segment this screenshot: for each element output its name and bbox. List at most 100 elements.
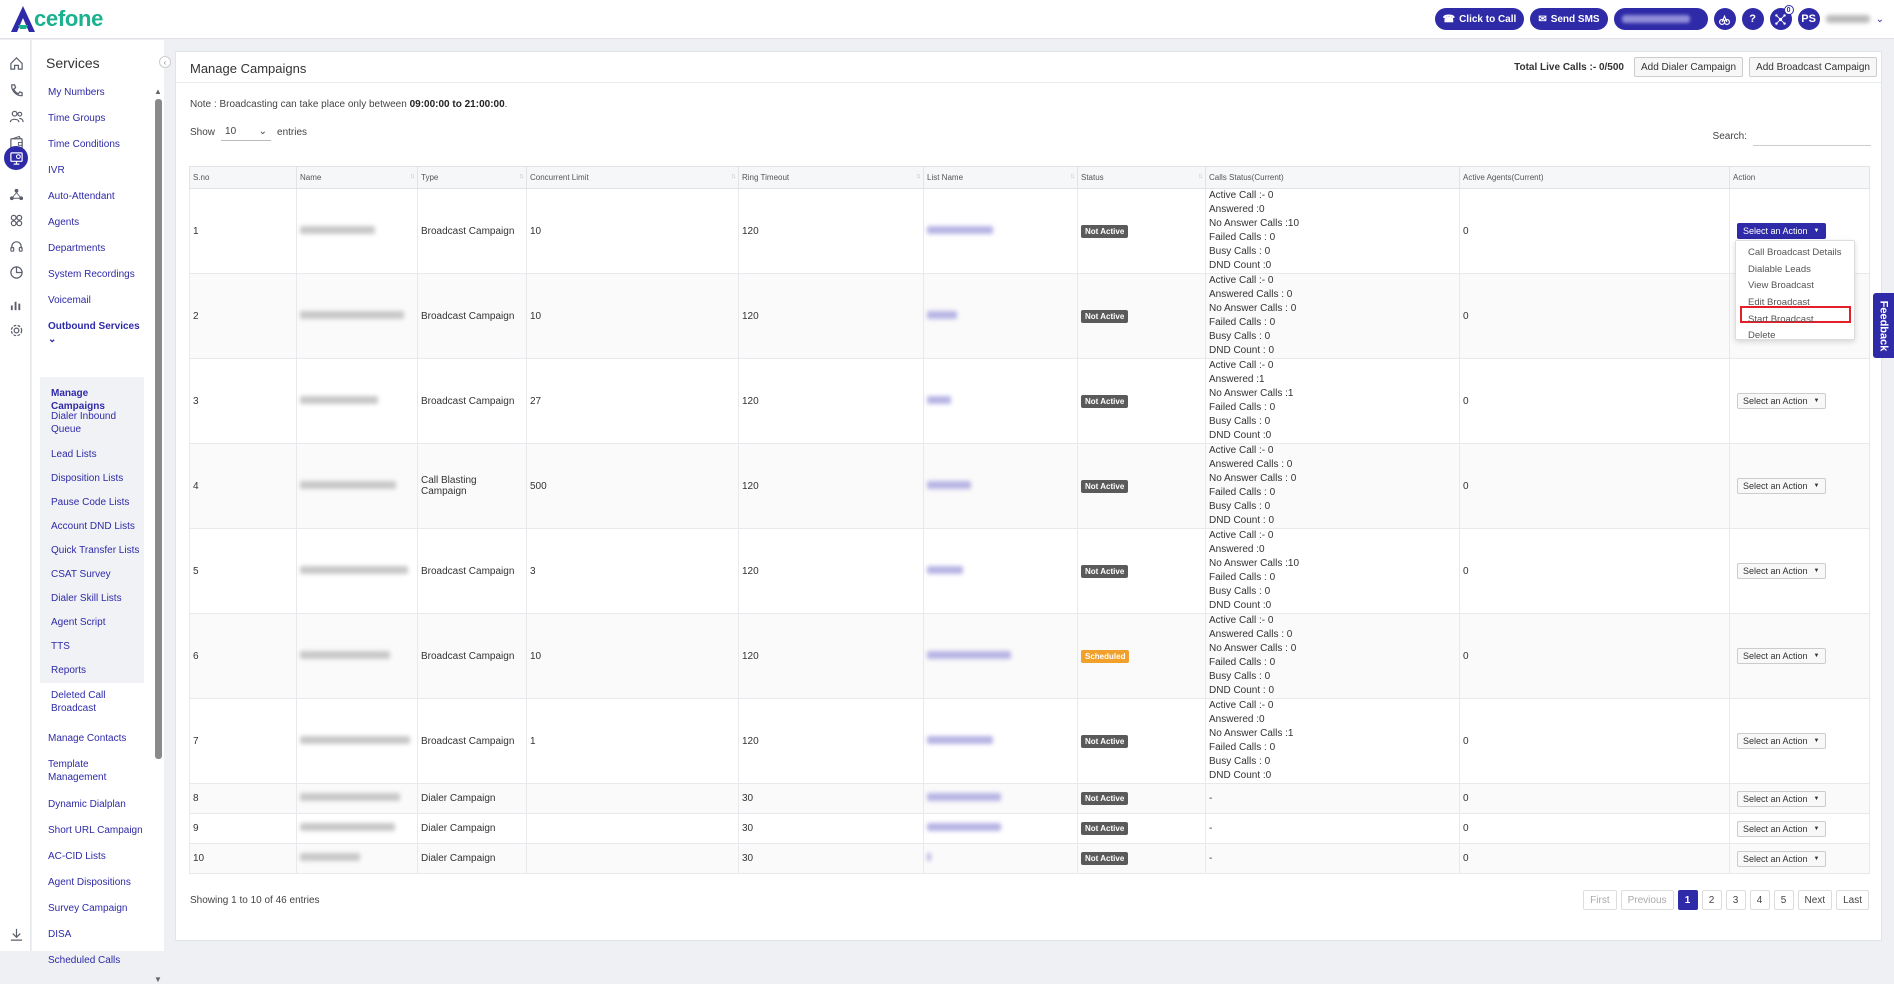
sidebar-item-quick-transfer-lists[interactable]: Quick Transfer Lists: [51, 545, 140, 556]
menu-item-call-broadcast-details[interactable]: Call Broadcast Details: [1748, 247, 1842, 258]
select-action-button[interactable]: Select an Action ▼: [1737, 478, 1826, 494]
cell-list-name[interactable]: [923, 188, 1078, 274]
col-type[interactable]: Type ↑↓: [417, 166, 527, 189]
cell-list-name[interactable]: [923, 613, 1078, 699]
integrations-icon[interactable]: [6, 210, 26, 230]
sidebar-item-my-numbers[interactable]: My Numbers: [48, 87, 105, 98]
sidebar-item-dialer-inbound-queue[interactable]: Dialer Inbound Queue: [51, 411, 117, 435]
sidebar-item-disa[interactable]: DISA: [48, 929, 72, 940]
cell-list-name[interactable]: [923, 273, 1078, 359]
page-4[interactable]: 4: [1749, 890, 1770, 910]
page-2[interactable]: 2: [1701, 890, 1722, 910]
cell-list-name[interactable]: [923, 443, 1078, 529]
entries-select[interactable]: 10 ⌄: [221, 123, 272, 141]
page-next[interactable]: Next: [1797, 890, 1833, 910]
send-sms-button[interactable]: ✉ Send SMS: [1530, 8, 1608, 30]
menu-item-start-broadcast[interactable]: Start Broadcast: [1748, 314, 1814, 325]
col-status[interactable]: Status ↑↓: [1077, 166, 1206, 189]
feedback-tab[interactable]: Feedback: [1873, 293, 1894, 358]
sidebar-item-auto-attendant[interactable]: Auto-Attendant: [48, 191, 115, 202]
col-sno[interactable]: S.no: [189, 166, 297, 189]
sidebar-item-time-groups[interactable]: Time Groups: [48, 113, 106, 124]
cell-list-name[interactable]: [923, 358, 1078, 444]
menu-item-view-broadcast[interactable]: View Broadcast: [1748, 280, 1814, 291]
help-icon[interactable]: ?: [1741, 8, 1764, 30]
sidebar-item-departments[interactable]: Departments: [48, 243, 106, 254]
sidebar-item-deleted-call-broadcast[interactable]: Deleted Call Broadcast: [51, 690, 106, 714]
chevron-down-icon[interactable]: ⌄: [1875, 13, 1884, 25]
select-action-button[interactable]: Select an Action ▼: [1737, 733, 1826, 749]
sidebar-item-outbound-services[interactable]: Outbound Services ⌄: [48, 321, 140, 345]
user-name[interactable]: [1825, 15, 1870, 23]
scroll-down-icon[interactable]: ▼: [154, 975, 162, 984]
select-action-button[interactable]: Select an Action ▼: [1737, 223, 1826, 239]
select-action-button[interactable]: Select an Action ▼: [1737, 850, 1826, 867]
agent-status-icon[interactable]: [1713, 8, 1736, 30]
select-action-button[interactable]: Select an Action ▼: [1737, 820, 1826, 837]
sidebar-item-account-dnd-lists[interactable]: Account DND Lists: [51, 521, 135, 532]
users-icon[interactable]: [6, 106, 26, 126]
sidebar-item-dynamic-dialplan[interactable]: Dynamic Dialplan: [48, 799, 126, 810]
search-input[interactable]: [1753, 126, 1871, 146]
sidebar-item-disposition-lists[interactable]: Disposition Lists: [51, 473, 124, 484]
page-previous[interactable]: Previous: [1620, 890, 1674, 910]
sidebar-item-lead-lists[interactable]: Lead Lists: [51, 449, 97, 460]
headset-icon[interactable]: [6, 236, 26, 256]
sidebar-item-short-url-campaign[interactable]: Short URL Campaign: [48, 825, 143, 836]
sidebar-item-agent-script[interactable]: Agent Script: [51, 617, 106, 628]
account-number-pill[interactable]: [1613, 8, 1708, 30]
scroll-up-icon[interactable]: ▲: [154, 87, 162, 96]
sidebar-item-agents[interactable]: Agents: [48, 217, 80, 228]
cell-list-name[interactable]: [923, 783, 1078, 814]
collapse-sidebar-icon[interactable]: ‹: [159, 56, 171, 68]
settings-icon[interactable]: [6, 320, 26, 340]
select-action-button[interactable]: Select an Action ▼: [1737, 563, 1826, 579]
sidebar-item-ivr[interactable]: IVR: [48, 165, 65, 176]
sidebar-item-manage-contacts[interactable]: Manage Contacts: [48, 733, 127, 744]
network-icon[interactable]: [6, 184, 26, 204]
sidebar-item-template-management[interactable]: Template Management: [48, 759, 107, 783]
page-1[interactable]: 1: [1677, 890, 1698, 910]
services-icon[interactable]: [4, 146, 28, 170]
sidebar-item-ac-cid-lists[interactable]: AC-CID Lists: [48, 851, 106, 862]
scroll-thumb[interactable]: [155, 99, 162, 759]
menu-item-delete[interactable]: Delete: [1748, 330, 1776, 341]
sidebar-item-dialer-skill-lists[interactable]: Dialer Skill Lists: [51, 593, 122, 604]
page-last[interactable]: Last: [1836, 890, 1869, 910]
cell-list-name[interactable]: [923, 528, 1078, 614]
add-dialer-campaign-button[interactable]: Add Dialer Campaign: [1633, 57, 1744, 77]
col-name[interactable]: Name ↑↓: [296, 166, 418, 189]
sidebar-item-agent-dispositions[interactable]: Agent Dispositions: [48, 877, 131, 888]
sidebar-item-system-recordings[interactable]: System Recordings: [48, 269, 135, 280]
sidebar-item-scheduled-calls[interactable]: Scheduled Calls: [48, 955, 121, 966]
click-to-call-button[interactable]: ☎ Click to Call: [1434, 8, 1525, 30]
phone-icon[interactable]: [6, 80, 26, 100]
sidebar-item-tts[interactable]: TTS: [51, 641, 70, 652]
select-action-button[interactable]: Select an Action ▼: [1737, 790, 1826, 807]
page-first[interactable]: First: [1583, 890, 1617, 910]
select-action-button[interactable]: Select an Action ▼: [1737, 648, 1826, 664]
col-concurrent-limit[interactable]: Concurrent Limit ↑↓: [526, 166, 739, 189]
download-icon[interactable]: [6, 924, 26, 944]
sidebar-item-manage-campaigns[interactable]: Manage Campaigns: [51, 388, 105, 412]
page-5[interactable]: 5: [1773, 890, 1794, 910]
cell-list-name[interactable]: [923, 698, 1078, 784]
notifications-icon[interactable]: 0: [1769, 5, 1794, 30]
analytics-icon[interactable]: [6, 262, 26, 282]
sidebar-item-pause-code-lists[interactable]: Pause Code Lists: [51, 497, 130, 508]
reports-icon[interactable]: [6, 294, 26, 314]
home-icon[interactable]: [6, 53, 26, 73]
sidebar-item-survey-campaign[interactable]: Survey Campaign: [48, 903, 128, 914]
sidebar-scrollbar[interactable]: ▲ ▼: [153, 87, 162, 984]
add-broadcast-campaign-button[interactable]: Add Broadcast Campaign: [1749, 57, 1877, 77]
col-ring-timeout[interactable]: Ring Timeout ↑↓: [738, 166, 924, 189]
sidebar-item-csat-survey[interactable]: CSAT Survey: [51, 569, 111, 580]
cell-list-name[interactable]: [923, 843, 1078, 874]
user-avatar[interactable]: PS: [1797, 8, 1820, 30]
menu-item-dialable-leads[interactable]: Dialable Leads: [1748, 264, 1811, 275]
sidebar-item-time-conditions[interactable]: Time Conditions: [48, 139, 120, 150]
col-list-name[interactable]: List Name ↑↓: [923, 166, 1078, 189]
sidebar-item-voicemail[interactable]: Voicemail: [48, 295, 91, 306]
page-3[interactable]: 3: [1725, 890, 1746, 910]
select-action-button[interactable]: Select an Action ▼: [1737, 393, 1826, 409]
